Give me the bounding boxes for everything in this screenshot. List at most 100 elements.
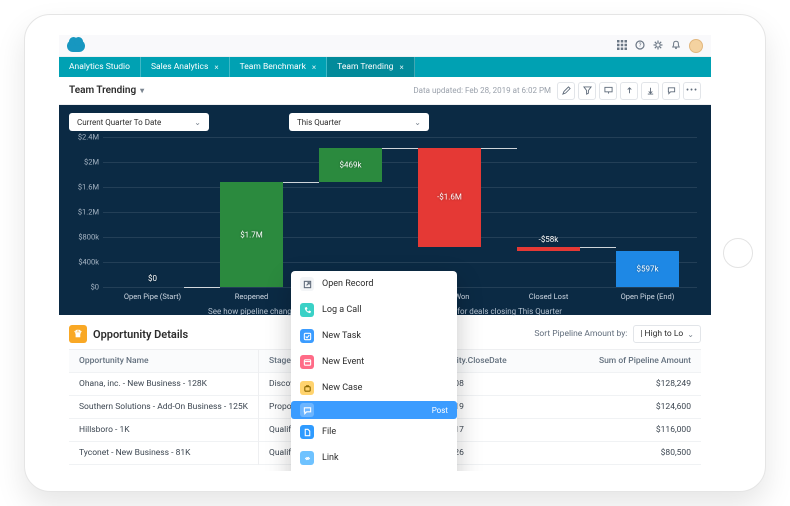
open-icon xyxy=(300,277,314,291)
y-tick-label: $1.2M xyxy=(69,208,99,217)
menu-item-new-event[interactable]: New Event xyxy=(291,349,457,375)
file-icon xyxy=(300,425,314,439)
close-icon[interactable]: × xyxy=(312,63,316,72)
bar-end[interactable]: $597kOpen Pipe (End) xyxy=(598,137,697,287)
close-icon[interactable]: × xyxy=(214,63,218,72)
menu-item-log-a-call[interactable]: Log a Call xyxy=(291,297,457,323)
menu-item-label: File xyxy=(322,427,336,437)
menu-item-new-task[interactable]: New Task xyxy=(291,323,457,349)
menu-item-new-case[interactable]: New Case xyxy=(291,375,457,401)
event-icon xyxy=(300,355,314,369)
gear-icon[interactable] xyxy=(653,40,663,52)
tab-label: Analytics Studio xyxy=(69,62,130,72)
app-screen: ? Analytics StudioSales Analytics×Team B… xyxy=(59,35,711,471)
tab-label: Team Benchmark xyxy=(240,62,306,72)
connector xyxy=(283,182,319,183)
bell-icon[interactable] xyxy=(671,40,681,52)
x-tick-label: Open Pipe (End) xyxy=(621,292,675,301)
call-icon xyxy=(300,303,314,317)
x-tick-label: Closed Lost xyxy=(529,292,569,301)
details-title: Opportunity Details xyxy=(93,328,188,341)
chevron-down-icon: ⌄ xyxy=(414,118,421,127)
connector xyxy=(580,247,616,248)
sort-value: | High to Lo xyxy=(640,329,683,339)
bar-closed_lost[interactable]: -$58kClosed Lost xyxy=(499,137,598,287)
chart-plot[interactable]: $2.4M$2M$1.6M$1.2M$800k$400k$0 $0Open Pi… xyxy=(103,137,697,287)
bar-value-label: $1.7M xyxy=(240,230,263,239)
sel-right-label: This Quarter xyxy=(297,118,341,127)
bar-reopened[interactable]: $1.7MReopened xyxy=(202,137,301,287)
chat-button[interactable] xyxy=(662,82,680,100)
dashboard-title-bar: Team Trending ▾ Data updated: Feb 28, 20… xyxy=(59,77,711,105)
case-icon xyxy=(300,381,314,395)
chevron-down-icon: ⌄ xyxy=(194,118,201,127)
post-icon xyxy=(300,403,314,417)
title-text: Team Trending xyxy=(69,85,136,96)
tab-sales-analytics[interactable]: Sales Analytics × xyxy=(141,57,230,77)
bar-moved_in[interactable]: $469kMoved In xyxy=(301,137,400,287)
menu-item-post[interactable]: Post xyxy=(291,401,457,419)
context-menu: Open Record Log a CallNew Task New Event Ne… xyxy=(291,271,457,471)
more-button[interactable]: ••• xyxy=(683,82,701,100)
opportunity-name-table: Opportunity NameOhana, inc. - New Busine… xyxy=(69,350,259,465)
dashboard-toolbar: ••• xyxy=(557,82,701,100)
connector xyxy=(184,287,220,288)
tab-team-benchmark[interactable]: Team Benchmark × xyxy=(230,57,328,77)
dashboard-title[interactable]: Team Trending ▾ xyxy=(69,85,144,96)
tab-label: Sales Analytics xyxy=(151,62,208,72)
tablet-home-button[interactable] xyxy=(723,238,753,268)
bar-start[interactable]: $0Open Pipe (Start) xyxy=(103,137,202,287)
bar-value-label: $469k xyxy=(339,160,361,169)
table-row[interactable]: Tyconet - New Business - 81K xyxy=(69,442,258,465)
period-selector-right[interactable]: This Quarter ⌄ xyxy=(289,113,429,131)
menu-item-label: Open Record xyxy=(322,279,373,289)
connector xyxy=(481,148,517,149)
table-row[interactable]: Ohana, inc. - New Business - 128K xyxy=(69,373,258,396)
bar-value-label: -$58k xyxy=(539,235,559,244)
table-row[interactable]: Hillsboro - 1K xyxy=(69,419,258,442)
grid-icon[interactable] xyxy=(617,40,627,52)
connector xyxy=(382,148,418,149)
crown-icon: ♛ xyxy=(69,325,87,343)
menu-item-label: New Event xyxy=(322,357,364,367)
y-tick-label: $0 xyxy=(69,283,99,292)
chevron-down-icon: ▾ xyxy=(140,86,144,95)
data-updated-label: Data updated: Feb 28, 2019 at 6:02 PM xyxy=(413,86,551,95)
help-icon[interactable]: ? xyxy=(635,40,645,52)
tab-team-trending[interactable]: Team Trending × xyxy=(327,57,415,77)
task-icon xyxy=(300,329,314,343)
menu-item-label: New Case xyxy=(322,383,362,393)
tab-label: Team Trending xyxy=(337,62,393,72)
menu-item-link[interactable]: Link xyxy=(291,445,457,471)
bar-value-label: $597k xyxy=(636,265,658,274)
filter-button[interactable] xyxy=(578,82,596,100)
table-row[interactable]: Southern Solutions - Add-On Business - 1… xyxy=(69,396,258,419)
y-tick-label: $2M xyxy=(69,158,99,167)
tab-analytics-studio[interactable]: Analytics Studio xyxy=(59,57,141,77)
sel-left-label: Current Quarter To Date xyxy=(77,118,161,127)
share-button[interactable] xyxy=(620,82,638,100)
x-tick-label: Reopened xyxy=(235,292,268,301)
y-tick-label: $1.6M xyxy=(69,182,99,191)
menu-item-open-record[interactable]: Open Record xyxy=(291,271,457,297)
period-selector-left[interactable]: Current Quarter To Date ⌄ xyxy=(69,113,209,131)
tablet-frame: ? Analytics StudioSales Analytics×Team B… xyxy=(24,14,766,492)
x-tick-label: Open Pipe (Start) xyxy=(124,292,181,301)
menu-item-label: Link xyxy=(322,453,339,463)
y-tick-label: $2.4M xyxy=(69,133,99,142)
salesforce-logo-icon xyxy=(67,40,85,52)
y-tick-label: $400k xyxy=(69,257,99,266)
workspace-tabs: Analytics StudioSales Analytics×Team Ben… xyxy=(59,57,711,77)
svg-text:?: ? xyxy=(639,42,642,49)
th: Sum of Pipeline Amount xyxy=(563,350,701,373)
user-avatar[interactable] xyxy=(689,39,703,53)
close-icon[interactable]: × xyxy=(399,63,403,72)
present-button[interactable] xyxy=(599,82,617,100)
menu-item-file[interactable]: File xyxy=(291,419,457,445)
edit-button[interactable] xyxy=(557,82,575,100)
sort-label: Sort Pipeline Amount by: xyxy=(534,329,627,339)
download-button[interactable] xyxy=(641,82,659,100)
bar-value-label: $0 xyxy=(148,274,157,283)
bar-closed_won[interactable]: -$1.6MClosed Won xyxy=(400,137,499,287)
sort-selector[interactable]: | High to Lo ⌄ xyxy=(633,325,701,343)
